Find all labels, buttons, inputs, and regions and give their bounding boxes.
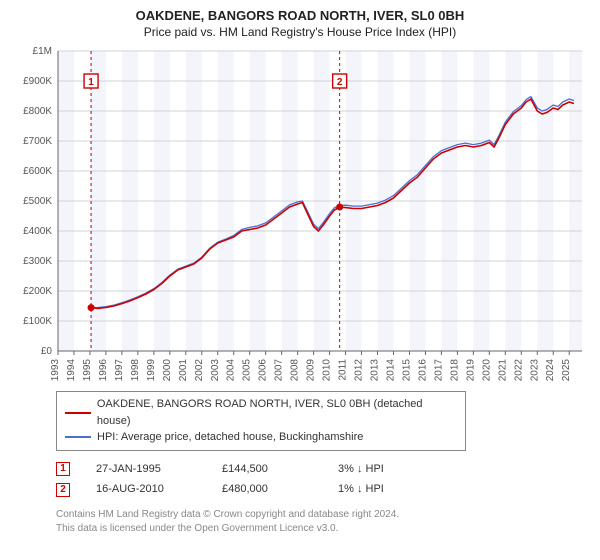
svg-text:2011: 2011 bbox=[338, 359, 349, 381]
svg-text:2014: 2014 bbox=[385, 359, 396, 382]
sale-price-1: £144,500 bbox=[222, 459, 312, 480]
svg-text:£1M: £1M bbox=[33, 46, 52, 57]
sale-delta-2: 1% ↓ HPI bbox=[338, 479, 418, 500]
svg-text:2019: 2019 bbox=[465, 359, 476, 382]
svg-text:2003: 2003 bbox=[210, 359, 221, 382]
svg-text:2022: 2022 bbox=[513, 359, 524, 382]
legend-swatch-property bbox=[65, 412, 91, 414]
legend-box: OAKDENE, BANGORS ROAD NORTH, IVER, SL0 0… bbox=[56, 391, 466, 451]
svg-text:£500K: £500K bbox=[23, 196, 52, 207]
legend-item-property: OAKDENE, BANGORS ROAD NORTH, IVER, SL0 0… bbox=[65, 396, 457, 429]
svg-text:1996: 1996 bbox=[98, 359, 109, 382]
legend-item-hpi: HPI: Average price, detached house, Buck… bbox=[65, 429, 457, 446]
title-block: OAKDENE, BANGORS ROAD NORTH, IVER, SL0 0… bbox=[12, 8, 588, 39]
svg-text:2017: 2017 bbox=[433, 359, 444, 382]
svg-text:2015: 2015 bbox=[401, 359, 412, 382]
svg-text:£900K: £900K bbox=[23, 76, 52, 87]
svg-text:1993: 1993 bbox=[50, 359, 61, 382]
svg-text:2016: 2016 bbox=[417, 359, 428, 382]
svg-text:2021: 2021 bbox=[497, 359, 508, 382]
svg-text:1994: 1994 bbox=[66, 359, 77, 382]
svg-text:1998: 1998 bbox=[130, 359, 141, 382]
svg-text:2008: 2008 bbox=[290, 359, 301, 382]
svg-text:£200K: £200K bbox=[23, 286, 52, 297]
svg-text:1997: 1997 bbox=[114, 359, 125, 382]
svg-text:2018: 2018 bbox=[449, 359, 460, 382]
legend-label-property: OAKDENE, BANGORS ROAD NORTH, IVER, SL0 0… bbox=[97, 396, 457, 429]
svg-text:2000: 2000 bbox=[162, 359, 173, 382]
svg-text:£0: £0 bbox=[41, 346, 53, 357]
chart-container: OAKDENE, BANGORS ROAD NORTH, IVER, SL0 0… bbox=[0, 0, 600, 539]
sales-table: 1 27-JAN-1995 £144,500 3% ↓ HPI 2 16-AUG… bbox=[56, 459, 588, 501]
footer-attribution: Contains HM Land Registry data © Crown c… bbox=[56, 508, 588, 535]
svg-text:£600K: £600K bbox=[23, 166, 52, 177]
legend-swatch-hpi bbox=[65, 436, 91, 438]
line-chart-svg: £0 £100K £200K £300K £400K £500K £600K £700K £80… bbox=[12, 45, 588, 385]
svg-text:2024: 2024 bbox=[545, 359, 556, 382]
sale-marker-1: 1 bbox=[56, 462, 70, 476]
svg-text:2013: 2013 bbox=[370, 359, 381, 382]
svg-text:2005: 2005 bbox=[242, 359, 253, 382]
svg-text:1995: 1995 bbox=[82, 359, 93, 382]
svg-text:£700K: £700K bbox=[23, 136, 52, 147]
chart-area: £0 £100K £200K £300K £400K £500K £600K £700K £80… bbox=[12, 45, 588, 385]
footer-line-2: This data is licensed under the Open Gov… bbox=[56, 522, 588, 536]
chart-subtitle: Price paid vs. HM Land Registry's House … bbox=[12, 25, 588, 39]
sale-price-2: £480,000 bbox=[222, 479, 312, 500]
svg-text:2009: 2009 bbox=[306, 359, 317, 382]
svg-text:1999: 1999 bbox=[146, 359, 157, 382]
svg-text:2025: 2025 bbox=[561, 359, 572, 382]
svg-text:2001: 2001 bbox=[178, 359, 189, 382]
sale-row-2: 2 16-AUG-2010 £480,000 1% ↓ HPI bbox=[56, 479, 588, 500]
sale-delta-1: 3% ↓ HPI bbox=[338, 459, 418, 480]
sale-date-2: 16-AUG-2010 bbox=[96, 479, 196, 500]
svg-text:2020: 2020 bbox=[481, 359, 492, 382]
sale-marker-2: 2 bbox=[56, 483, 70, 497]
svg-text:2023: 2023 bbox=[529, 359, 540, 382]
sale-row-1: 1 27-JAN-1995 £144,500 3% ↓ HPI bbox=[56, 459, 588, 480]
svg-text:1: 1 bbox=[88, 77, 94, 88]
svg-text:2010: 2010 bbox=[322, 359, 333, 382]
svg-text:2012: 2012 bbox=[354, 359, 365, 382]
legend-label-hpi: HPI: Average price, detached house, Buck… bbox=[97, 429, 363, 446]
svg-text:£100K: £100K bbox=[23, 316, 52, 327]
chart-title: OAKDENE, BANGORS ROAD NORTH, IVER, SL0 0… bbox=[12, 8, 588, 23]
svg-text:2006: 2006 bbox=[258, 359, 269, 382]
svg-text:£800K: £800K bbox=[23, 106, 52, 117]
footer-line-1: Contains HM Land Registry data © Crown c… bbox=[56, 508, 588, 522]
svg-text:£300K: £300K bbox=[23, 256, 52, 267]
sale-date-1: 27-JAN-1995 bbox=[96, 459, 196, 480]
svg-text:2: 2 bbox=[337, 77, 343, 88]
svg-text:2007: 2007 bbox=[274, 359, 285, 382]
svg-text:£400K: £400K bbox=[23, 226, 52, 237]
svg-text:2002: 2002 bbox=[194, 359, 205, 382]
svg-text:2004: 2004 bbox=[226, 359, 237, 382]
